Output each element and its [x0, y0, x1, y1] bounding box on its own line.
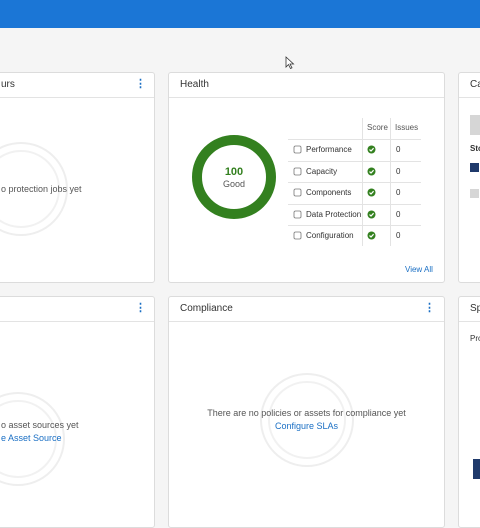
- configure-link[interactable]: Configure SLAs: [274, 421, 339, 431]
- issue-count: 0: [396, 188, 401, 197]
- mouse-cursor: [285, 56, 295, 70]
- column-header: Issues: [395, 123, 419, 132]
- row-divider: [288, 225, 421, 226]
- empty-text: o asset sources yet: [1, 420, 79, 430]
- add-link[interactable]: e Asset Source: [1, 433, 62, 443]
- health-card: Health 100 Good Score Issues View All Pe…: [168, 72, 445, 283]
- row-label: Configuration: [306, 231, 354, 240]
- placeholder-bar: [470, 115, 480, 135]
- card: Ca Sto: [458, 72, 480, 283]
- row-icon: [293, 167, 302, 178]
- card-title: Sp: [470, 303, 480, 314]
- issue-count: 0: [396, 145, 401, 154]
- top-bar: [0, 0, 480, 28]
- menu-button[interactable]: ⋮: [135, 302, 146, 314]
- row-divider: [288, 139, 421, 140]
- row-icon: [293, 145, 302, 156]
- row-label: Capacity: [306, 166, 338, 176]
- card-subtitle: Pro: [470, 334, 480, 343]
- legend-swatch: [470, 163, 479, 172]
- score-check: [367, 167, 376, 178]
- divider: [169, 97, 444, 98]
- empty-text: There are no policies or assets for comp…: [207, 408, 406, 418]
- row-label: Components: [306, 188, 352, 197]
- health-donut: [192, 135, 276, 219]
- view-all-link[interactable]: View All: [405, 265, 433, 274]
- empty-text: o protection jobs yet: [1, 184, 82, 194]
- row-divider: [288, 182, 421, 183]
- row-icon: [293, 231, 302, 242]
- row-label: Performance: [306, 145, 352, 154]
- bar: [473, 459, 480, 479]
- empty-illustration: [0, 392, 65, 486]
- row-icon: [293, 210, 302, 221]
- score-check: [367, 188, 376, 199]
- row-divider: [288, 203, 421, 205]
- empty-illustration: [0, 142, 68, 236]
- card: ⋮ o asset sources yet e Asset Source: [0, 296, 155, 528]
- card-title: Health: [180, 79, 209, 90]
- card-title: Ca: [470, 79, 480, 90]
- divider: [459, 97, 480, 98]
- row-divider: [288, 160, 421, 162]
- score-check: [367, 145, 376, 156]
- divider: [169, 321, 444, 322]
- card: Sp Pro: [458, 296, 480, 528]
- issue-count: 0: [396, 209, 401, 219]
- divider: [0, 321, 154, 322]
- column-header: Score: [367, 123, 388, 132]
- divider: [0, 97, 154, 98]
- card: urs ⋮ o protection jobs yet: [0, 72, 155, 283]
- legend-heading: Sto: [470, 144, 480, 153]
- divider: [459, 321, 480, 322]
- legend-swatch: [470, 189, 479, 198]
- score-check: [367, 231, 376, 242]
- card-title: urs: [1, 79, 15, 90]
- menu-button[interactable]: ⋮: [424, 302, 435, 314]
- card-title: Compliance: [180, 303, 233, 314]
- issue-count: 0: [396, 231, 401, 240]
- empty-illustration: [260, 373, 354, 467]
- health-score: 100: [224, 166, 244, 178]
- row-label: Data Protection: [306, 209, 362, 219]
- row-icon: [293, 188, 302, 199]
- score-check: [367, 210, 376, 221]
- issue-count: 0: [396, 166, 401, 176]
- compliance-card: Compliance ⋮ There are no policies or as…: [168, 296, 445, 528]
- menu-button[interactable]: ⋮: [135, 78, 146, 90]
- health-status: Good: [222, 179, 246, 189]
